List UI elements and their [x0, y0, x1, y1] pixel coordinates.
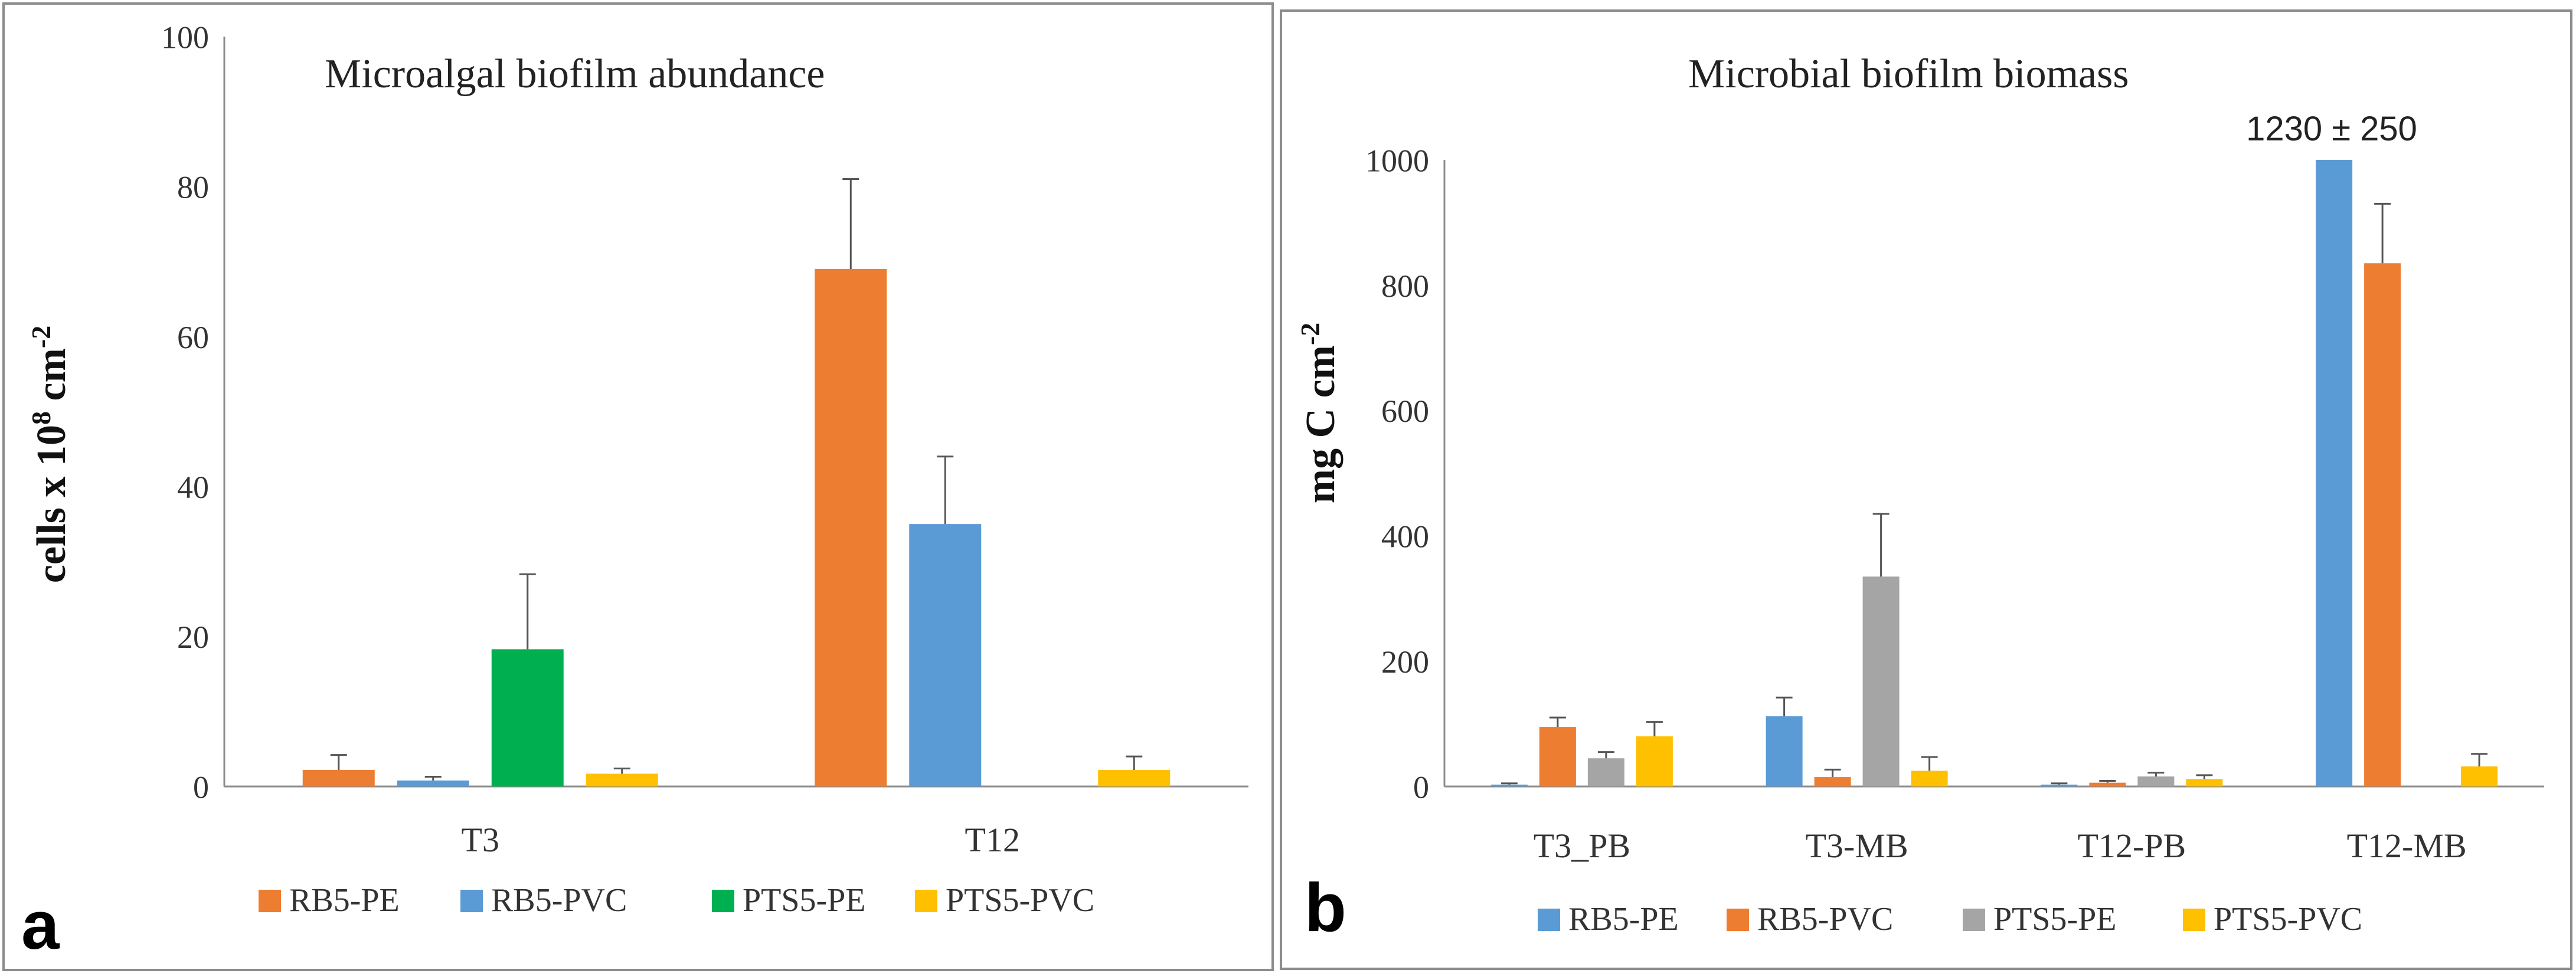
- panel-a-bar: [302, 770, 375, 786]
- panel-a-y-tick-label: 40: [177, 470, 209, 505]
- panel-b-y-tick-label: 800: [1381, 268, 1429, 304]
- panel-b-bar: [2137, 776, 2175, 786]
- panel-b-y-tick-label: 200: [1381, 644, 1429, 680]
- panel-a-ylabel-main: cells x 10: [29, 425, 74, 583]
- panel-b-bar: [1587, 758, 1624, 786]
- panel-a-bar: [1098, 770, 1171, 786]
- panel-b-x-tick-label: T12-PB: [2078, 827, 2186, 865]
- panel-b-bar: [1490, 784, 1528, 786]
- panel-a-legend-label: RB5-PVC: [491, 882, 627, 919]
- panel-a-legend-swatch: [460, 890, 483, 912]
- panel-b-legend-label: RB5-PVC: [1757, 901, 1893, 938]
- panel-b-bar: [1539, 727, 1576, 786]
- panel-a-frame: [2, 2, 1274, 971]
- panel-a-ylabel: cells x 108 cm-2: [26, 326, 75, 584]
- panel-a-marks: 0 20 40 60 80 100 T3 T12 RB5-PE RB5-PVC PTS5-PE PTS…: [161, 19, 1248, 919]
- panel-b-legend-swatch: [2183, 909, 2205, 931]
- panel-b-marks: 0 200 400 600 800 1000 T3_PB T3-MB T12-PB T12-MB R…: [1365, 110, 2544, 938]
- panel-b-y-tick-label: 400: [1381, 519, 1429, 555]
- panel-b-x-tick-label: T3-MB: [1806, 827, 1908, 865]
- panel-b-y-tick-label: 1000: [1365, 143, 1429, 178]
- panel-a-title: Microalgal biofilm abundance: [325, 51, 825, 97]
- panel-a-legend-label: PTS5-PVC: [946, 882, 1094, 919]
- panel-b-y-tick-label: 0: [1413, 769, 1429, 805]
- panel-b-bar: [1814, 777, 1851, 786]
- panel-b-legend-swatch: [1538, 909, 1560, 931]
- panel-a-legend-swatch: [259, 890, 281, 912]
- panel-b-bar: [1636, 736, 1673, 786]
- panel-a-bar: [909, 524, 982, 786]
- panel-a-bar: [586, 773, 658, 786]
- panel-b-title: Microbial biofilm biomass: [1688, 51, 2129, 97]
- panel-a-y-tick-label: 100: [161, 19, 209, 55]
- panel-b-ylabel-exp: -2: [1295, 323, 1325, 345]
- panel-a-ylabel-exp: 8: [26, 411, 56, 425]
- panel-b-ylabel-main: mg C cm: [1298, 345, 1343, 503]
- panel-b-letter: b: [1305, 869, 1346, 946]
- panel-b-bar: [2364, 263, 2401, 787]
- panel-a-ylabel-unit: cm: [29, 348, 74, 411]
- panel-a-y-tick-label: 80: [177, 170, 209, 205]
- panel-b-bar: [2461, 766, 2498, 786]
- panel-a-bar: [397, 780, 469, 786]
- panel-b-bar: [2041, 784, 2078, 786]
- panel-a-y-tick-label: 0: [193, 769, 209, 805]
- panel-b-bar: [2186, 779, 2223, 786]
- panel-b-frame: [1280, 9, 2572, 970]
- panel-b-x-tick-label: T12-MB: [2347, 827, 2467, 865]
- panel-a-x-tick-label: T12: [965, 821, 1020, 859]
- panel-b-bar: [2089, 782, 2126, 786]
- panel-b-legend-label: PTS5-PE: [1993, 901, 2117, 938]
- panel-a-bar: [491, 649, 564, 786]
- panel-a-y-tick-label: 60: [177, 320, 209, 355]
- panel-b-bar: [1911, 771, 1948, 786]
- panel-a-bar: [815, 269, 887, 786]
- panel-b-ylabel: mg C cm-2: [1295, 323, 1344, 504]
- panel-b-legend-swatch: [1727, 909, 1749, 931]
- panel-a-legend-label: RB5-PE: [289, 882, 400, 919]
- panel-a-ylabel-unit-exp: -2: [26, 326, 56, 348]
- panel-a-x-tick-label: T3: [462, 821, 499, 859]
- panel-a-legend-swatch: [712, 890, 734, 912]
- panel-b-y-tick-label: 600: [1381, 394, 1429, 429]
- panel-a-legend-label: PTS5-PE: [743, 882, 866, 919]
- panel-a-y-tick-label: 20: [177, 620, 209, 655]
- panel-b-legend-label: RB5-PE: [1568, 901, 1679, 938]
- panel-b-x-tick-label: T3_PB: [1534, 827, 1630, 865]
- panel-a-letter: a: [21, 887, 60, 963]
- panel-b-legend-swatch: [1963, 909, 1985, 931]
- panel-b-annotation: 1230 ± 250: [2246, 110, 2417, 148]
- panel-b-bar: [2316, 160, 2353, 786]
- panel-a-legend-swatch: [915, 890, 937, 912]
- panel-b-bar: [1766, 716, 1803, 786]
- panel-b-bar: [1862, 576, 1900, 786]
- panel-b-legend-label: PTS5-PVC: [2214, 901, 2362, 938]
